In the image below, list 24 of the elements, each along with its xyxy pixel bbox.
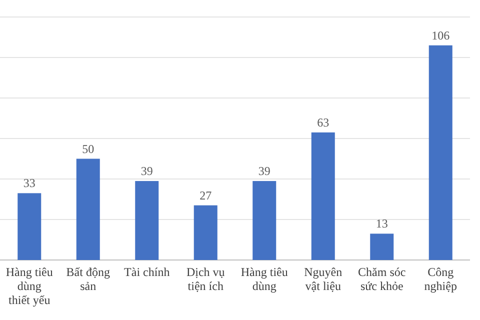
x-tick-label: Bất động sản	[66, 265, 110, 293]
data-label: 27	[200, 188, 212, 202]
bar	[428, 45, 452, 260]
data-label: 39	[140, 164, 153, 178]
x-tick-label: Dịch vụ tiện ích	[186, 265, 225, 293]
x-tick-label: Tài chính	[124, 265, 170, 279]
bar	[18, 193, 42, 260]
data-label: 50	[82, 142, 94, 156]
x-tick-label: Chăm sóc sức khỏe	[358, 265, 406, 293]
bar	[252, 181, 276, 260]
data-label: 13	[376, 216, 388, 231]
bar	[370, 234, 394, 260]
x-tick-label: Hàng tiêu dùng	[240, 265, 288, 293]
bar	[76, 158, 100, 260]
x-tick-label: Công nghiệp	[424, 265, 457, 293]
data-label: 106	[432, 28, 450, 42]
data-label: 33	[23, 176, 36, 190]
x-tick-label: Nguyên vật liệu	[304, 265, 342, 293]
x-tick-label: Hàng tiêu dùng thiết yếu	[6, 265, 53, 307]
bar	[194, 205, 218, 260]
bar	[311, 132, 335, 260]
data-label: 63	[317, 115, 330, 130]
data-label: 39	[258, 164, 270, 178]
bar	[135, 181, 159, 260]
